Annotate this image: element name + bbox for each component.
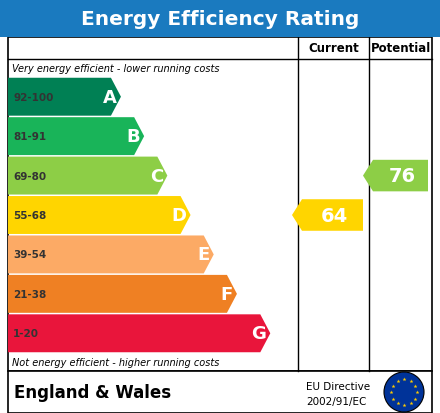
Text: England & Wales: England & Wales [14, 383, 171, 401]
Text: F: F [221, 285, 233, 303]
Text: A: A [103, 88, 117, 107]
Text: 69-80: 69-80 [13, 171, 46, 181]
Text: 39-54: 39-54 [13, 250, 46, 260]
Bar [8, 371, 432, 413]
Text: 1-20: 1-20 [13, 328, 39, 339]
Text: B: B [127, 128, 140, 146]
Text: EU Directive: EU Directive [306, 381, 370, 391]
Text: Very energy efficient - lower running costs: Very energy efficient - lower running co… [12, 64, 220, 74]
Polygon shape [8, 275, 237, 313]
Text: 92-100: 92-100 [13, 93, 53, 102]
Polygon shape [292, 200, 363, 231]
Text: Energy Efficiency Rating: Energy Efficiency Rating [81, 9, 359, 28]
Text: 81-91: 81-91 [13, 132, 46, 142]
Text: 76: 76 [389, 167, 416, 185]
Bar [0, 0, 440, 38]
Text: D: D [172, 206, 187, 224]
Polygon shape [8, 78, 121, 116]
Text: Potential: Potential [370, 43, 431, 55]
Polygon shape [8, 118, 144, 156]
Text: C: C [150, 167, 163, 185]
Polygon shape [8, 236, 214, 274]
Text: Current: Current [308, 43, 359, 55]
Text: E: E [198, 246, 210, 264]
Text: Not energy efficient - higher running costs: Not energy efficient - higher running co… [12, 357, 220, 367]
Polygon shape [8, 197, 191, 235]
Text: G: G [251, 325, 266, 342]
Polygon shape [8, 315, 270, 352]
Polygon shape [8, 157, 167, 195]
Text: 55-68: 55-68 [13, 211, 46, 221]
Circle shape [384, 372, 424, 412]
Text: 21-38: 21-38 [13, 289, 46, 299]
Text: 64: 64 [321, 206, 348, 225]
Polygon shape [363, 160, 428, 192]
Bar [8, 38, 432, 371]
Text: 2002/91/EC: 2002/91/EC [306, 396, 367, 406]
